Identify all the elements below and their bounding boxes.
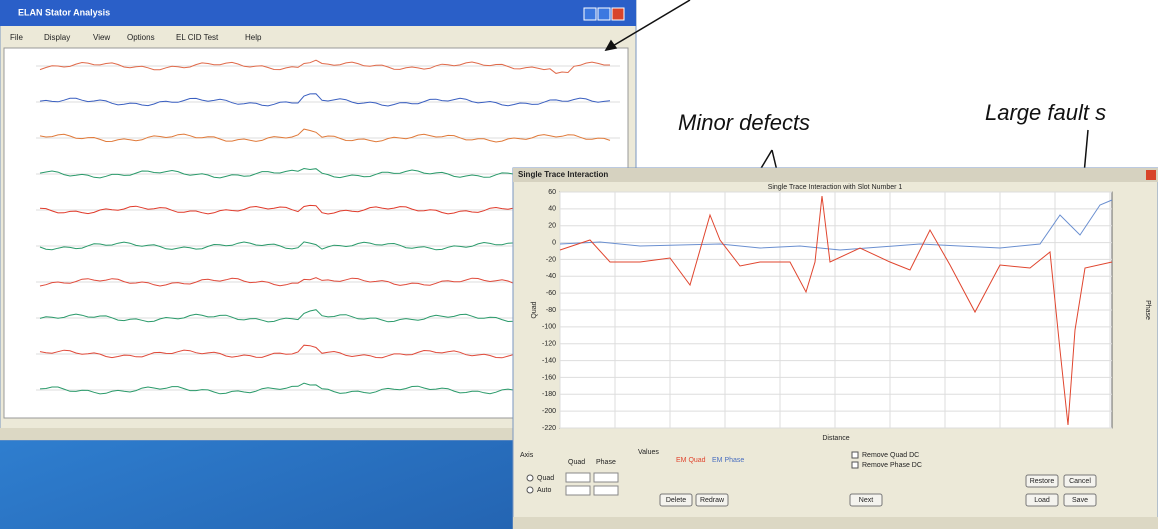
y-tick-label: -140 [542, 357, 556, 364]
button-label: Restore [1030, 478, 1055, 485]
y-tick-label: -60 [546, 290, 556, 297]
y-tick-label: -200 [542, 408, 556, 415]
button-label: Save [1072, 497, 1088, 504]
buttons: Delete Redraw Next Restore Cancel Load Save [659, 474, 1097, 507]
maximize-button[interactable] [597, 7, 611, 21]
button[interactable] [849, 493, 883, 507]
checkbox[interactable] [851, 451, 859, 459]
controls: Axis Quad Phase Quad Auto Values EM Quad… [520, 449, 922, 496]
trace-window: Single Trace Interaction Single Trace In… [512, 167, 1158, 529]
y-tick-label: -100 [542, 324, 556, 331]
button-label: Delete [666, 497, 686, 504]
quad-trace [559, 195, 1113, 426]
input[interactable] [593, 472, 619, 483]
background [636, 0, 1158, 168]
annotation: Large fault s [985, 100, 1106, 125]
chart-title: Single Trace Interaction with Slot Numbe… [768, 184, 903, 191]
y-tick-label: -220 [542, 425, 556, 432]
phase-trace [559, 199, 1113, 251]
label: Quad [537, 475, 554, 482]
y-tick-label: 0 [552, 239, 556, 246]
legend-entry: EM Quad [676, 457, 706, 464]
y2-axis-label: Phase [1144, 300, 1151, 320]
label: Axis [520, 452, 534, 459]
menu-item[interactable]: Display [44, 33, 70, 42]
radio[interactable] [526, 486, 534, 494]
y-tick-label: -20 [546, 256, 556, 263]
button-label: Next [859, 497, 873, 504]
label: Values [638, 449, 659, 456]
checkbox[interactable] [851, 461, 859, 469]
label: Remove Quad DC [862, 452, 919, 459]
button[interactable] [1025, 493, 1059, 507]
input[interactable] [565, 485, 591, 496]
window-title: ELAN Stator Analysis [18, 7, 110, 17]
y-tick-label: -160 [542, 374, 556, 381]
button-label: Load [1034, 497, 1050, 504]
label: Remove Phase DC [862, 462, 922, 469]
menu-item[interactable]: File [10, 33, 23, 42]
button[interactable] [659, 493, 693, 507]
trace [39, 59, 610, 74]
label: Quad [568, 459, 585, 466]
status-bar [513, 517, 1158, 529]
trace [39, 93, 611, 107]
button[interactable] [1063, 474, 1097, 488]
x-axis-label: Distance [822, 435, 849, 442]
button-label: Cancel [1069, 478, 1091, 485]
button[interactable] [1025, 474, 1059, 488]
input[interactable] [593, 485, 619, 496]
menu-item[interactable]: Options [127, 33, 155, 42]
input[interactable] [565, 472, 591, 483]
y-tick-label: -120 [542, 341, 556, 348]
radio[interactable] [526, 474, 534, 482]
grid: 60 40 20 0 -20 -40 -60 -80 -100 -120 -140 -160 -180 -… [542, 189, 1112, 432]
trace [39, 128, 611, 143]
y-axis-label: Quad [531, 301, 538, 318]
close-button[interactable] [1146, 170, 1156, 180]
label: Phase [596, 459, 616, 466]
y-tick-label: -80 [546, 307, 556, 314]
window-title: Single Trace Interaction [518, 170, 608, 179]
status-bar [0, 428, 636, 440]
menu-item[interactable]: Help [245, 33, 262, 42]
y-tick-label: 60 [548, 189, 556, 196]
title-bar [513, 168, 1158, 182]
y-tick-label: -40 [546, 273, 556, 280]
title-bar [0, 0, 636, 26]
close-button[interactable] [611, 7, 625, 21]
button-label: Redraw [700, 497, 725, 504]
label: Auto [537, 487, 552, 494]
menu-bar: File Display View Options EL CID Test Help [10, 33, 262, 42]
y-tick-label: 40 [548, 206, 556, 213]
y-tick-label: -180 [542, 391, 556, 398]
menu-item[interactable]: EL CID Test [176, 33, 219, 42]
y-tick-label: 20 [548, 223, 556, 230]
button[interactable] [1063, 493, 1097, 507]
minimize-button[interactable] [583, 7, 597, 21]
button[interactable] [695, 493, 729, 507]
annotation: Minor defects [678, 110, 810, 135]
menu-item[interactable]: View [93, 33, 110, 42]
legend-entry: EM Phase [712, 457, 744, 464]
